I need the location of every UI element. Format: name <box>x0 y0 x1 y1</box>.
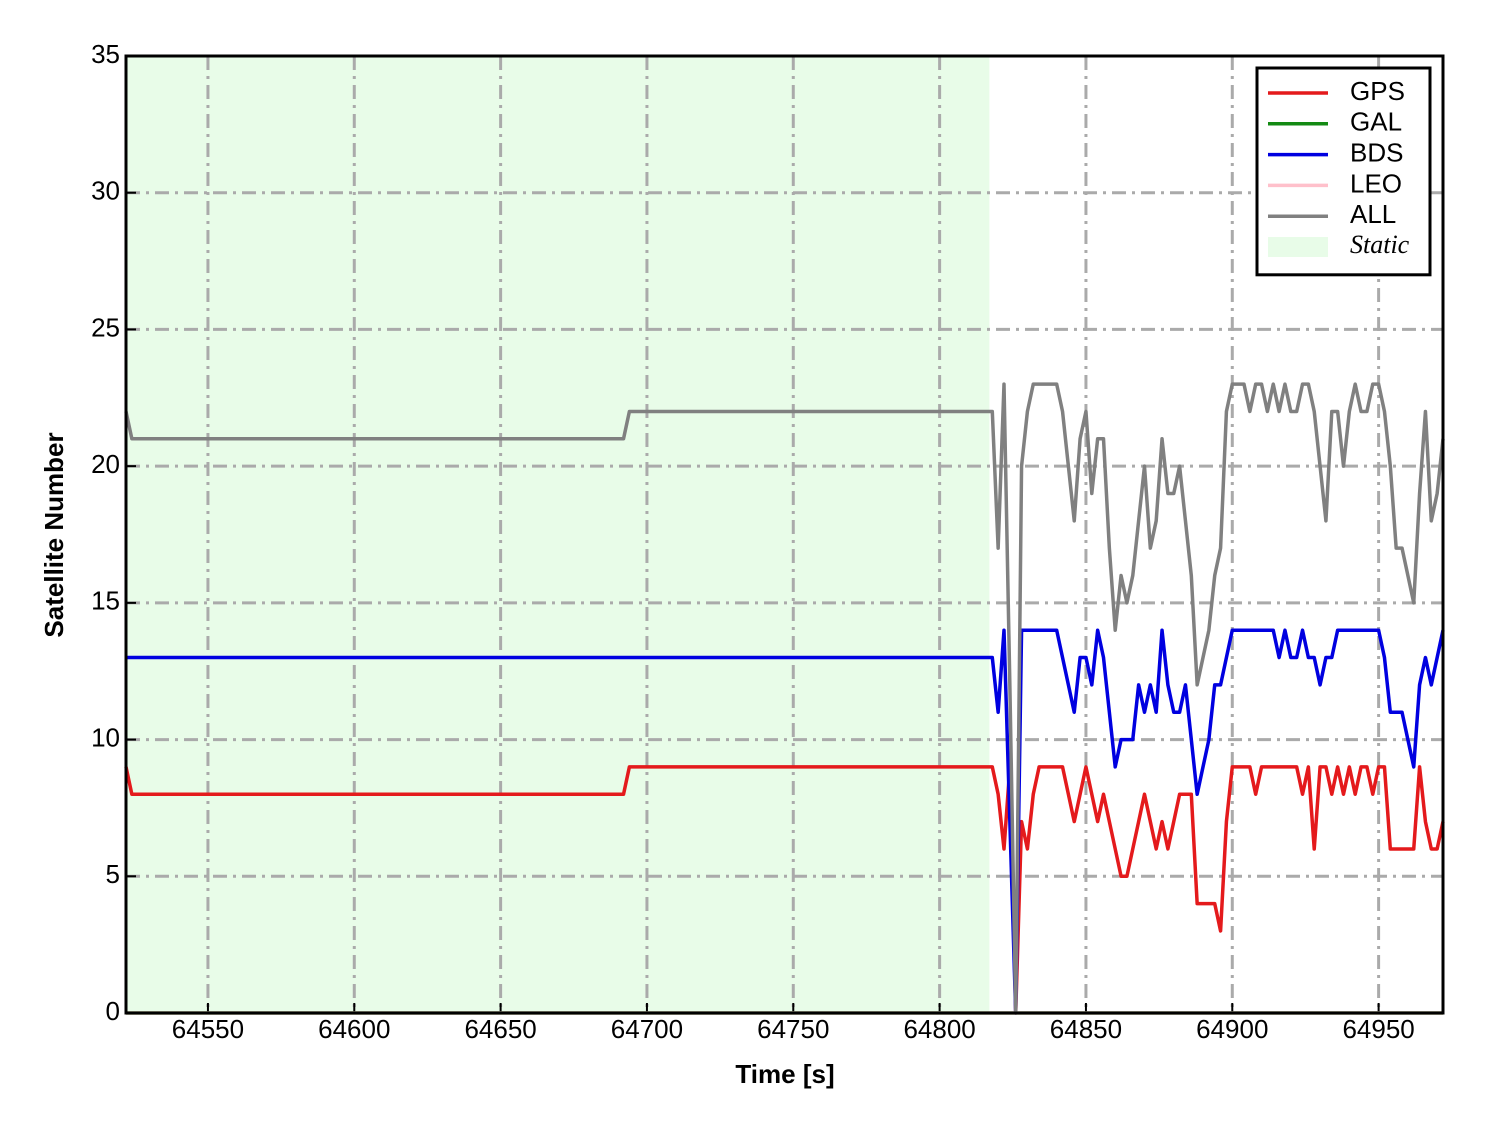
y-tick-label: 35 <box>91 39 120 69</box>
series-line <box>124 382 1445 1015</box>
x-tick-label: 64800 <box>903 1014 975 1044</box>
x-tick-label: 64950 <box>1342 1014 1414 1044</box>
legend-label: ALL <box>1350 199 1396 229</box>
legend-label: Static <box>1350 230 1410 259</box>
legend-label: GAL <box>1350 107 1402 137</box>
x-tick-label: 64750 <box>757 1014 829 1044</box>
y-tick-label: 10 <box>91 722 120 752</box>
y-tick-label: 30 <box>91 176 120 206</box>
series-line <box>124 765 1445 1015</box>
legend-label: BDS <box>1350 137 1403 167</box>
x-tick-label: 64550 <box>172 1014 244 1044</box>
legend-label: GPS <box>1350 76 1405 106</box>
y-tick-label: 0 <box>106 996 120 1026</box>
y-axis-label: Satellite Number <box>39 432 69 637</box>
legend-swatch <box>1268 237 1328 257</box>
y-tick-label: 15 <box>91 586 120 616</box>
x-axis-label: Time [s] <box>735 1059 834 1089</box>
legend-label: LEO <box>1350 168 1402 198</box>
x-tick-label: 64850 <box>1050 1014 1122 1044</box>
static-region <box>126 56 990 1013</box>
x-tick-label: 64900 <box>1196 1014 1268 1044</box>
y-tick-label: 5 <box>106 859 120 889</box>
series-line <box>126 628 1445 1015</box>
plot-frame <box>124 54 1445 1015</box>
x-tick-label: 64600 <box>318 1014 390 1044</box>
x-tick-label: 64650 <box>464 1014 536 1044</box>
y-tick-label: 25 <box>91 312 120 342</box>
x-tick-label: 64700 <box>611 1014 683 1044</box>
y-tick-label: 20 <box>91 449 120 479</box>
